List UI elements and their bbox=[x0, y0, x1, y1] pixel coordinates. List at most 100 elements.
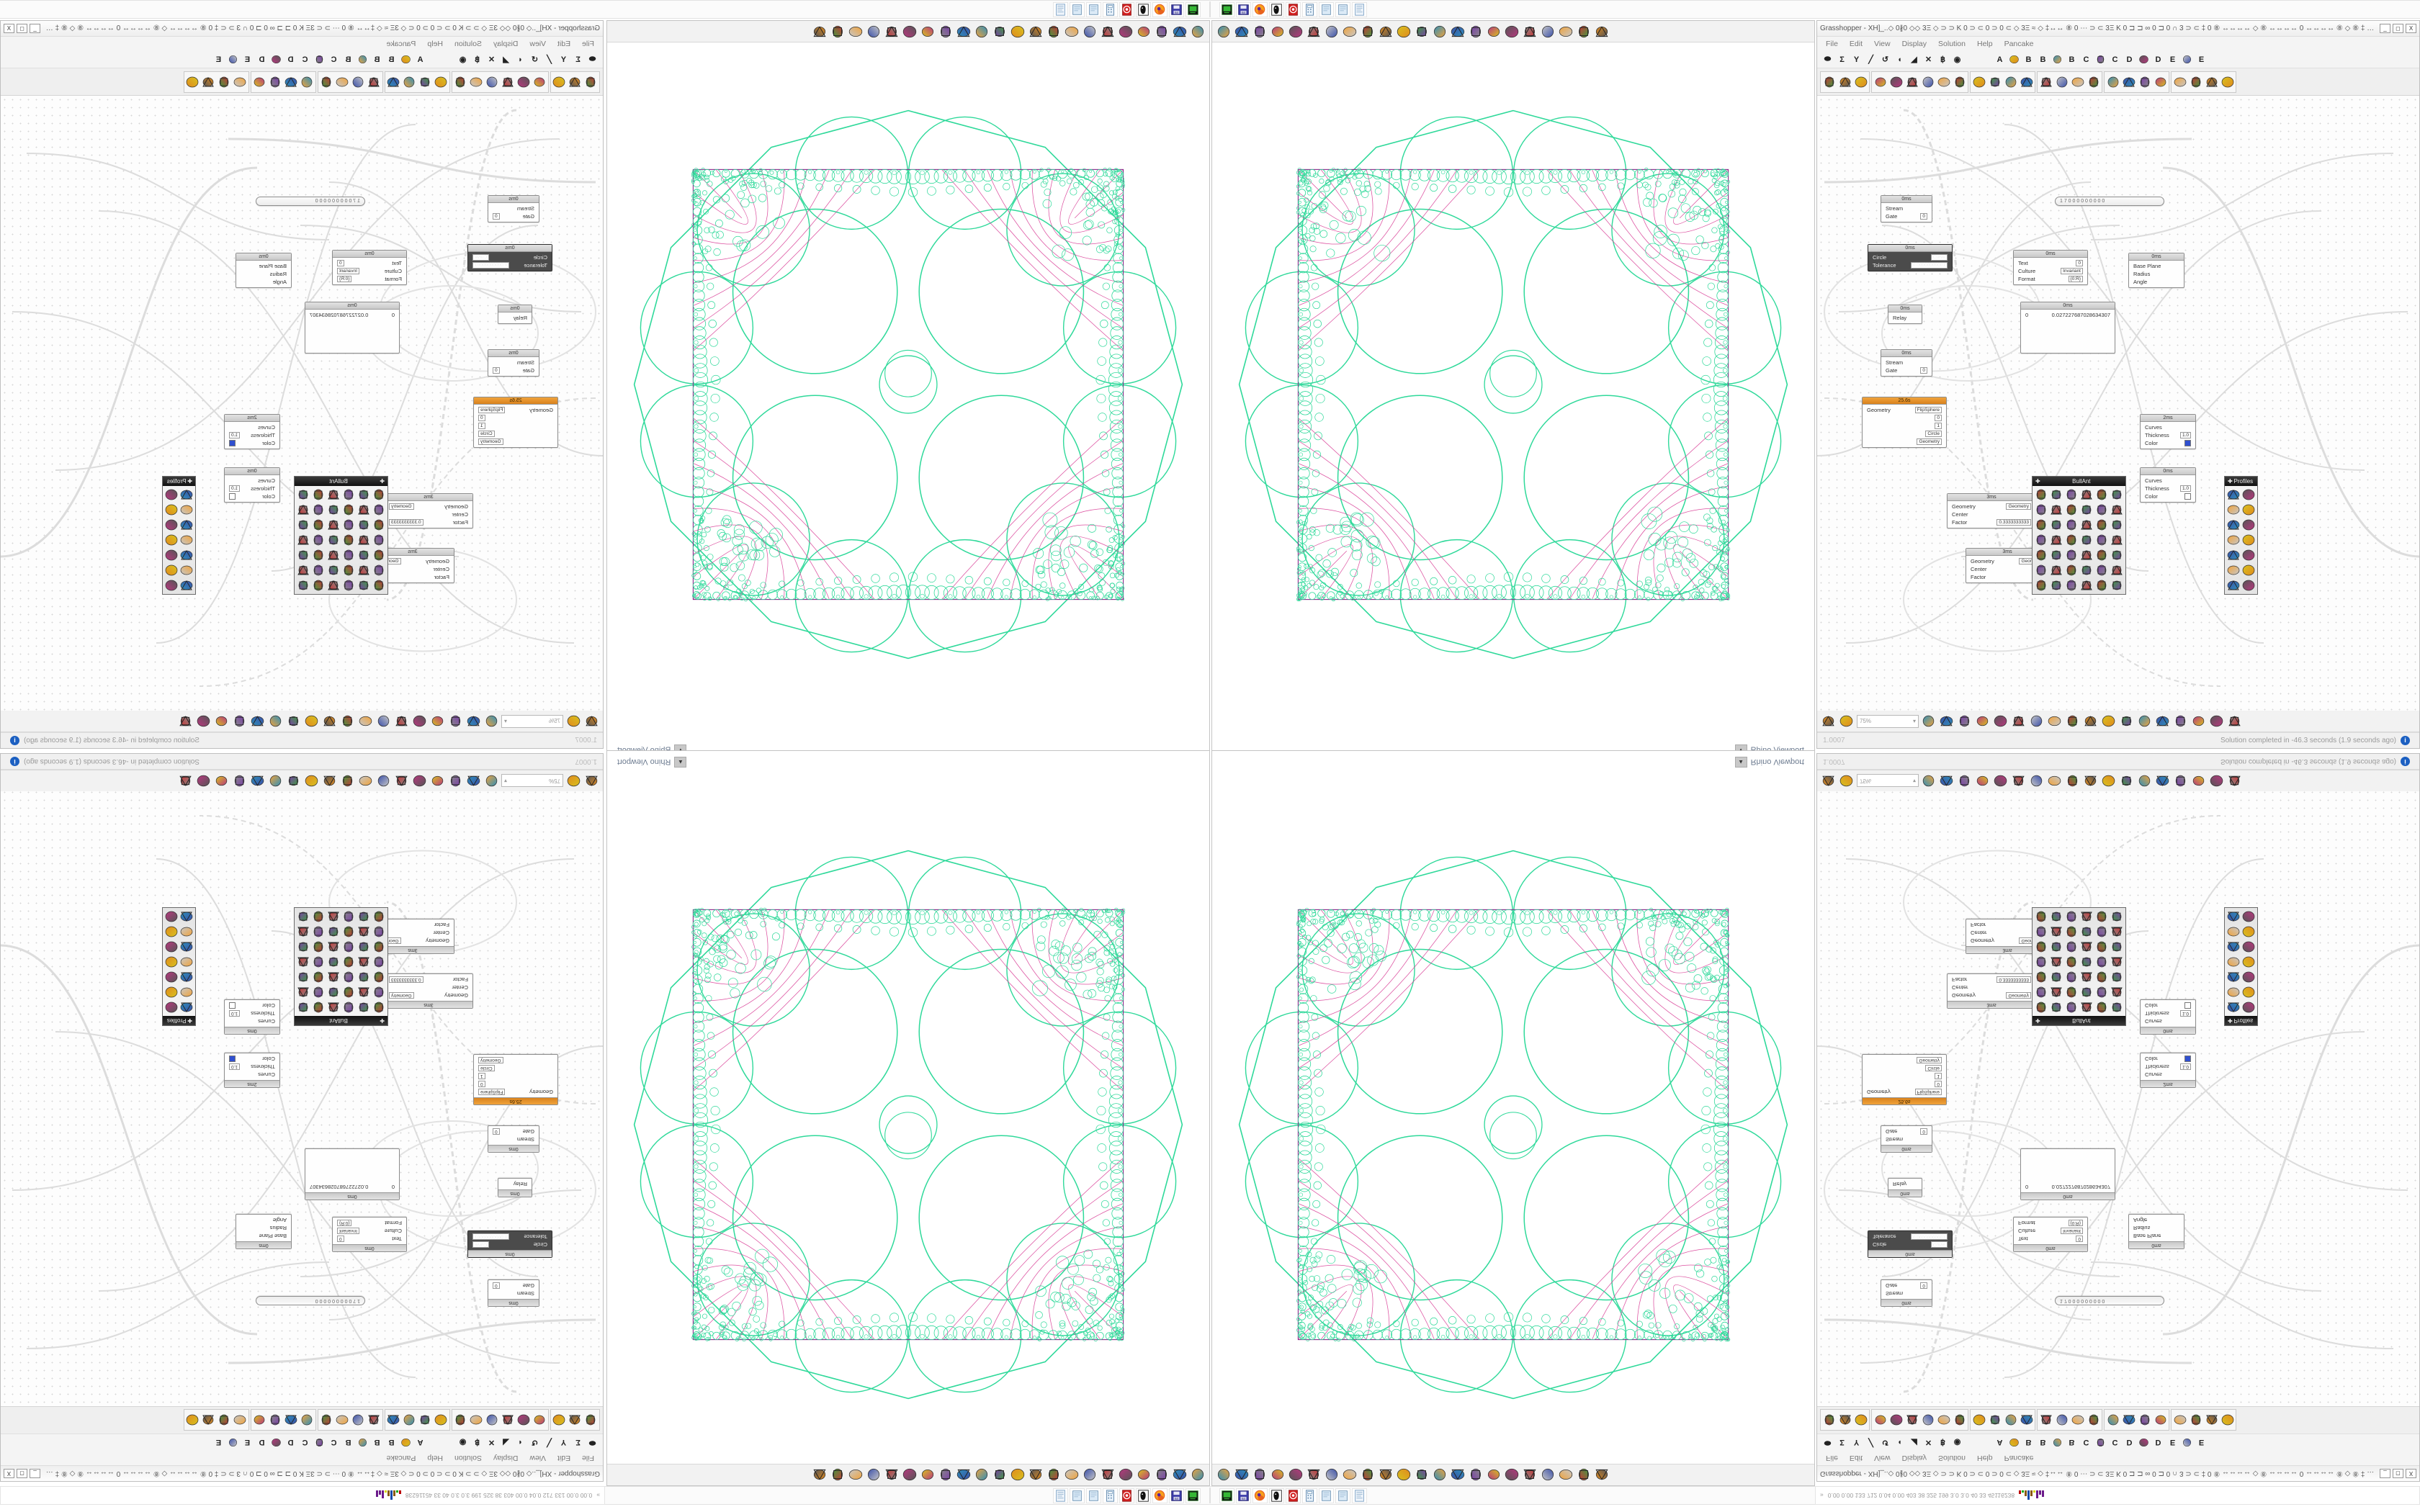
gh-plugin-tab-0[interactable]: A bbox=[1994, 1436, 2006, 1449]
gh-component-relay[interactable]: 0ms Relay bbox=[498, 1178, 532, 1197]
gh-menu-bar[interactable]: File Edit View Display Solution Help Pancake bbox=[1817, 37, 2419, 51]
gh-component-flipsphere[interactable]: 25.6s Geometry FlipSphere 0 1 Circle Geometry bbox=[473, 1054, 558, 1105]
palette-component-icon[interactable] bbox=[2094, 548, 2109, 562]
maximize-button[interactable]: ◻ bbox=[2393, 24, 2403, 33]
rhino-tool-icon[interactable] bbox=[920, 24, 936, 40]
palette-component-icon[interactable] bbox=[2079, 924, 2094, 939]
ribbon-component-icon[interactable] bbox=[1821, 1413, 1837, 1428]
transform-tab[interactable]: ฿ bbox=[1937, 53, 1949, 66]
gh-menu-item-help[interactable]: Help bbox=[427, 1454, 443, 1462]
viewport-dropdown-arrow[interactable]: ▲ bbox=[674, 757, 686, 768]
palette-component-icon[interactable] bbox=[372, 563, 386, 577]
palette-component-icon[interactable] bbox=[2094, 970, 2109, 984]
calculator-icon[interactable] bbox=[1302, 1488, 1317, 1503]
close-button[interactable]: X bbox=[2406, 1469, 2416, 1478]
palette-component-icon[interactable] bbox=[179, 533, 194, 547]
palette-pin-icon[interactable]: ✚ bbox=[380, 478, 385, 485]
palette-component-icon[interactable] bbox=[2110, 909, 2124, 924]
gh-component-flipsphere[interactable]: 25.6s Geometry FlipSphere 0 1 Circle Geometry bbox=[1862, 1054, 1947, 1105]
gh-param-value[interactable]: 0.3333333333 bbox=[389, 519, 424, 526]
palette-component-icon[interactable] bbox=[2049, 909, 2063, 924]
palette-component-icon[interactable] bbox=[341, 924, 356, 939]
gha-icon[interactable] bbox=[2011, 773, 2027, 789]
palette-component-icon[interactable] bbox=[296, 533, 310, 547]
terminal-icon[interactable] bbox=[1186, 2, 1201, 17]
gh-param-value[interactable]: Curve bbox=[472, 254, 489, 261]
gh-menu-item-file[interactable]: File bbox=[1826, 1454, 1838, 1462]
transform-tab[interactable]: ฿ bbox=[471, 53, 483, 66]
palette-component-icon[interactable] bbox=[326, 518, 341, 532]
palette-component-icon[interactable] bbox=[2226, 970, 2241, 984]
palette-component-icon[interactable] bbox=[2226, 503, 2241, 517]
info-icon[interactable]: i bbox=[10, 757, 19, 766]
gh-plugin-icon-2[interactable] bbox=[2051, 53, 2063, 66]
palette-component-icon[interactable] bbox=[2241, 955, 2256, 969]
grasshopper-panel-top-right[interactable]: Grasshopper - XH]_..◇ 0∦0 ◇◇ 3Ξ ◇ ⊃ ⊃ Κ … bbox=[1816, 20, 2420, 749]
palette-pin-icon[interactable]: ✚ bbox=[187, 1017, 192, 1024]
rhino-viewport-canvas[interactable]: ▲ Rhino Viewport bbox=[1212, 42, 1814, 761]
rhino-tool-icon[interactable] bbox=[1010, 24, 1026, 40]
rhino-tool-icon[interactable] bbox=[884, 24, 900, 40]
cluster-icon[interactable] bbox=[411, 714, 427, 729]
rhino-tool-icon[interactable] bbox=[1378, 1467, 1394, 1483]
shade-blue-icon[interactable] bbox=[177, 773, 193, 789]
palette-component-icon[interactable] bbox=[296, 970, 310, 984]
rhino-viewport-canvas[interactable]: ▲ Rhino Viewport bbox=[1212, 751, 1814, 1464]
palette-component-icon[interactable] bbox=[2079, 970, 2094, 984]
shade-red-icon[interactable] bbox=[2155, 714, 2171, 729]
notepad-icon[interactable] bbox=[1070, 2, 1085, 17]
gh-component-gate[interactable]: 0ms Stream Gate 0 bbox=[488, 195, 539, 222]
rhino-tool-icon[interactable] bbox=[956, 24, 972, 40]
gh-param-value[interactable]: 1 bbox=[478, 1073, 485, 1079]
gh-component-format[interactable]: 0ms Text 0 Culture Invariant Format {0:R} bbox=[2013, 1217, 2088, 1252]
rhino-tool-icon[interactable] bbox=[1432, 1467, 1448, 1483]
rhino-tool-icon[interactable] bbox=[1558, 1467, 1574, 1483]
rhino-tool-icon[interactable] bbox=[1594, 24, 1610, 40]
rhino-tool-icon[interactable] bbox=[1342, 1467, 1358, 1483]
rhino-tool-icon[interactable] bbox=[848, 24, 864, 40]
gh-param-value[interactable]: Geometry bbox=[389, 503, 414, 510]
ribbon-component-icon[interactable] bbox=[2086, 74, 2101, 89]
palette-component-icon[interactable] bbox=[296, 548, 310, 562]
palette-title-bar[interactable]: ✚ BullAnt bbox=[295, 477, 387, 486]
rhino-tool-icon[interactable] bbox=[1234, 24, 1250, 40]
shade-teal-icon[interactable] bbox=[2173, 714, 2189, 729]
rhino-tool-icon[interactable] bbox=[1486, 1467, 1502, 1483]
palette-component-icon[interactable] bbox=[2049, 955, 2063, 969]
ribbon-component-icon[interactable] bbox=[2188, 74, 2203, 89]
palette-component-icon[interactable] bbox=[326, 940, 341, 954]
gh-plugin-icon-6[interactable] bbox=[2138, 53, 2150, 66]
ribbon-component-icon[interactable] bbox=[453, 74, 468, 89]
shade-grey-icon[interactable] bbox=[285, 714, 301, 729]
zoom-level-combo[interactable]: 75% ▾ bbox=[1857, 715, 1919, 728]
ribbon-component-icon[interactable] bbox=[386, 74, 401, 89]
ribbon-component-icon[interactable] bbox=[1952, 74, 1967, 89]
preview-eye-icon[interactable] bbox=[1939, 714, 1955, 729]
profiler-icon[interactable] bbox=[429, 714, 445, 729]
gh-plugin-tab-5[interactable]: C bbox=[2109, 53, 2121, 66]
palette-component-icon[interactable] bbox=[326, 909, 341, 924]
shade-teal-icon[interactable] bbox=[231, 773, 247, 789]
ribbon-component-icon[interactable] bbox=[201, 74, 216, 89]
ribbon-component-icon[interactable] bbox=[1971, 1413, 1986, 1428]
rhino-tool-icon[interactable] bbox=[1378, 24, 1394, 40]
palette-component-icon[interactable] bbox=[2094, 985, 2109, 999]
document-icon[interactable] bbox=[375, 773, 391, 789]
palette-icon-grid[interactable] bbox=[2225, 486, 2257, 594]
palette-component-icon[interactable] bbox=[2226, 578, 2241, 593]
palette-component-icon[interactable] bbox=[311, 518, 326, 532]
gh-component-relay[interactable]: 0ms Relay bbox=[498, 305, 532, 324]
window-controls[interactable]: _ ◻ X bbox=[4, 24, 40, 33]
gh-component-ribbon[interactable] bbox=[1817, 1406, 2419, 1434]
gh-param-value[interactable]: 0.027227687028634307 bbox=[310, 1184, 368, 1190]
gh-menu-bar[interactable]: File Edit View Display Solution Help Pancake bbox=[1, 37, 603, 51]
palette-component-icon[interactable] bbox=[357, 924, 371, 939]
text-editor-icon[interactable] bbox=[1352, 1488, 1367, 1503]
palette-component-icon[interactable] bbox=[2034, 578, 2048, 593]
save-file-icon[interactable] bbox=[1839, 773, 1855, 789]
gh-component-circle[interactable]: 0ms Circle Curve Tolerance 0.00000000001 bbox=[1868, 1230, 1953, 1258]
gh-number-slider[interactable]: 1 7 0 0 0 0 0 0 0 0 0 bbox=[2055, 1296, 2164, 1305]
gh-plugin-tab-2[interactable]: B bbox=[2037, 53, 2049, 66]
palette-component-icon[interactable] bbox=[341, 548, 356, 562]
palette-component-icon[interactable] bbox=[2110, 970, 2124, 984]
